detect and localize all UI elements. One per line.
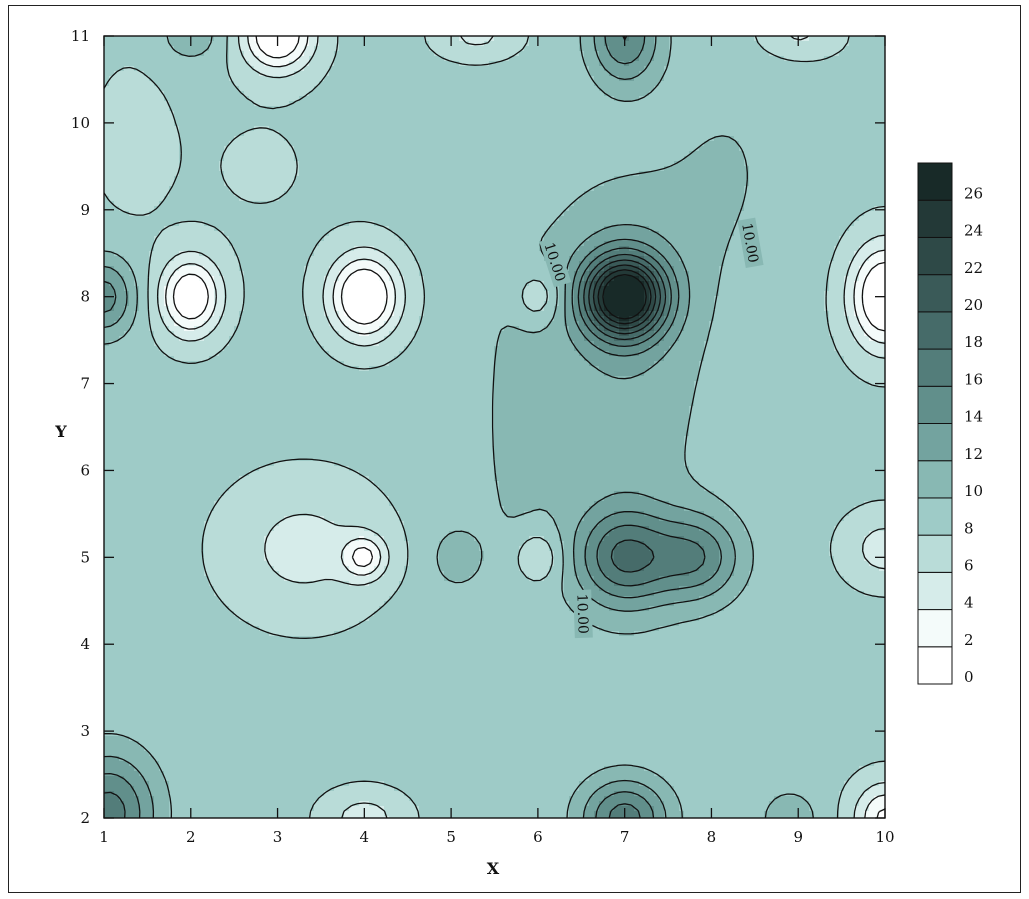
colorbar-label: 16 xyxy=(964,370,983,388)
x-tick-label: 7 xyxy=(620,828,630,846)
colorbar-swatch xyxy=(917,162,953,201)
colorbar-swatch xyxy=(917,497,953,536)
contour-line-8 xyxy=(104,36,885,818)
colorbar-label: 26 xyxy=(964,184,983,202)
colorbar-swatch xyxy=(917,385,953,424)
colorbar-label: 6 xyxy=(964,556,974,574)
contour-label-bg xyxy=(737,217,764,268)
colorbar-label: 14 xyxy=(964,408,983,426)
colorbar-label: 0 xyxy=(964,668,974,686)
contour-line-10 xyxy=(104,36,814,818)
colorbar-swatch xyxy=(917,534,953,573)
contour-line-22 xyxy=(592,264,657,330)
contour-line-6 xyxy=(156,36,885,818)
y-tick-label: 7 xyxy=(80,375,90,393)
colorbar-swatch xyxy=(917,571,953,611)
contour-line-2 xyxy=(172,36,885,818)
colorbar-label: 20 xyxy=(964,296,983,314)
x-tick-label: 1 xyxy=(99,828,109,846)
y-tick-label: 3 xyxy=(80,722,90,740)
colorbar-swatch xyxy=(917,646,953,685)
colorbar-swatch xyxy=(917,460,953,499)
x-tick-label: 9 xyxy=(793,828,803,846)
y-tick-label: 4 xyxy=(80,635,90,653)
y-tick-label: 2 xyxy=(80,809,90,827)
plot-frame xyxy=(103,35,886,819)
colorbar-label: 22 xyxy=(964,259,983,277)
contour-line-4 xyxy=(165,36,885,818)
y-tick-label: 9 xyxy=(80,201,90,219)
contour-lines xyxy=(104,36,885,818)
y-tick-label: 10 xyxy=(71,114,90,132)
x-tick-label: 8 xyxy=(707,828,717,846)
contour-line-24 xyxy=(597,269,652,325)
colorbar-label: 18 xyxy=(964,333,983,351)
contour-line-14 xyxy=(104,36,723,818)
colorbar-swatch xyxy=(917,199,953,238)
contour-fill xyxy=(104,36,885,818)
x-tick-label: 5 xyxy=(446,828,456,846)
contour-line-26 xyxy=(602,274,647,320)
colorbar-swatch xyxy=(917,348,953,387)
colorbar-swatch xyxy=(917,311,953,350)
contour-label-bg xyxy=(539,236,572,288)
contour-line-18 xyxy=(583,253,667,573)
colorbar-swatch xyxy=(917,274,953,313)
x-tick-label: 4 xyxy=(360,828,370,846)
colorbar-label: 12 xyxy=(964,445,983,463)
x-axis-title: X xyxy=(487,859,500,878)
x-tick-label: 3 xyxy=(273,828,283,846)
contour-line-12 xyxy=(104,36,736,818)
contour-label: 10.00 xyxy=(573,594,590,635)
colorbar-label: 24 xyxy=(964,222,983,240)
colorbar-swatch xyxy=(917,236,953,276)
y-tick-label: 8 xyxy=(80,288,90,306)
colorbar-label: 4 xyxy=(964,594,974,612)
contour-label: 10.00 xyxy=(738,222,761,264)
contour-chart: 10.00 10.00 10.00 0 2 4 6 8 10 12 14 16 18 20 22 24 26 … xyxy=(8,5,1021,893)
x-tick-label: 10 xyxy=(875,828,894,846)
y-tick-label: 6 xyxy=(80,461,90,479)
y-axis-title: Y xyxy=(54,422,67,441)
colorbar-swatch xyxy=(917,423,953,462)
x-tick-label: 2 xyxy=(186,828,196,846)
y-tick-label: 5 xyxy=(80,548,90,566)
contour-line-16 xyxy=(104,36,706,818)
colorbar-swatch xyxy=(917,609,953,648)
x-tick-label: 6 xyxy=(533,828,543,846)
y-tick-label: 11 xyxy=(71,27,90,45)
colorbar-label: 8 xyxy=(964,519,974,537)
contour-line-20 xyxy=(588,259,662,335)
contour-label-bg xyxy=(573,589,593,639)
colorbar-label: 2 xyxy=(964,631,974,649)
colorbar-label: 10 xyxy=(964,482,983,500)
